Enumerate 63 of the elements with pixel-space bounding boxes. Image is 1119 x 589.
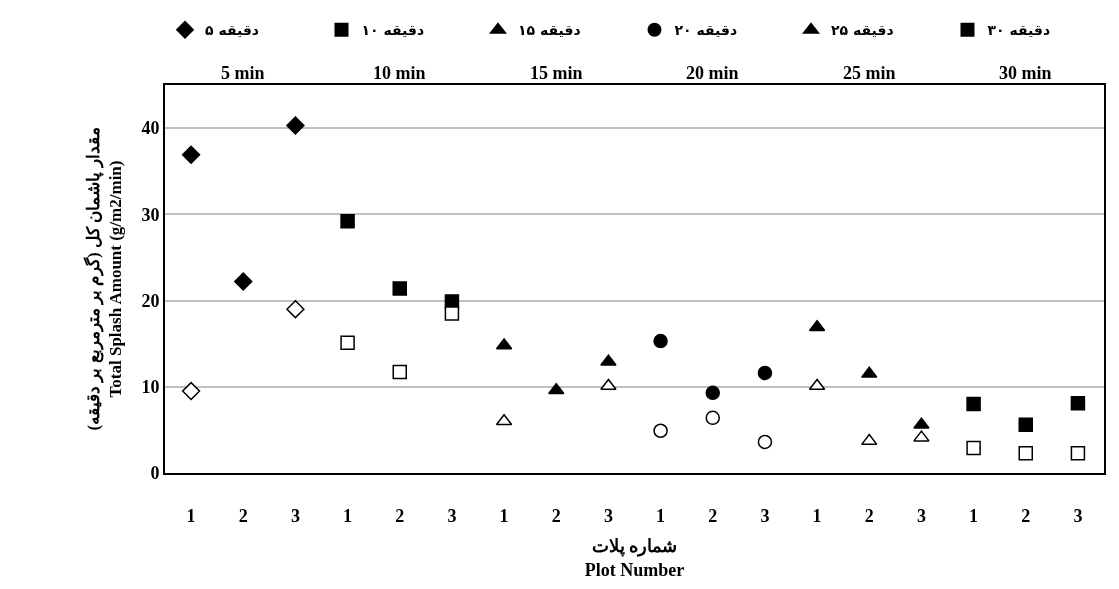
point	[181, 145, 201, 165]
point	[1018, 417, 1033, 432]
point	[392, 364, 407, 380]
x-tick-label: 3	[760, 505, 770, 526]
y-tick-label: 30	[141, 204, 160, 225]
legend-label: ۲۵ دقیقه	[831, 22, 894, 39]
point	[181, 381, 201, 401]
x-tick-label: 1	[812, 505, 822, 526]
x-tick-label: 1	[343, 505, 353, 526]
point	[966, 396, 981, 412]
x-tick-label: 2	[864, 505, 874, 526]
point	[913, 430, 930, 442]
point	[1018, 445, 1033, 461]
point	[600, 378, 617, 390]
point	[966, 440, 981, 456]
point	[444, 306, 460, 321]
x-tick-label: 3	[1073, 505, 1083, 526]
point	[1070, 445, 1086, 461]
point	[234, 272, 253, 291]
point	[392, 281, 407, 296]
x-tick-label: 1	[969, 505, 979, 526]
point	[547, 382, 565, 395]
x-tick-label: 2	[395, 505, 405, 526]
y-tick-label: 10	[141, 377, 160, 398]
x-tick-label: 2	[238, 505, 248, 526]
point	[340, 335, 355, 351]
x-tick-label: 2	[551, 505, 561, 526]
point	[653, 423, 668, 438]
y-tick-label: 40	[141, 118, 160, 139]
text: 5 min	[221, 63, 265, 83]
y-tick-label: 0	[150, 463, 160, 484]
legend-label: ۱۰ دقیقه	[361, 22, 425, 39]
x-tick-label: 3	[290, 505, 300, 526]
x-tick-label: 3	[447, 505, 457, 526]
legend-label: ۲۰ دقیقه	[674, 22, 738, 39]
x-tick-label: 1	[499, 505, 509, 526]
legend-label: ۳۰ دقیقه	[987, 22, 1051, 39]
point	[913, 417, 930, 429]
point	[705, 385, 720, 401]
y-tick-label: 20	[141, 290, 160, 311]
legend-label: ۵ دقیقه	[205, 22, 260, 39]
text: 10 min	[373, 63, 426, 83]
point	[600, 354, 617, 366]
point	[705, 410, 720, 426]
text: 30 min	[999, 63, 1052, 83]
point	[286, 116, 305, 135]
point	[653, 333, 668, 349]
x-tick-label: 3	[603, 505, 613, 526]
point	[757, 434, 773, 450]
point	[860, 433, 878, 446]
text: 20 min	[686, 63, 739, 83]
point	[1070, 395, 1086, 411]
legend-label: ۱۵ دقیقه	[518, 22, 581, 39]
text: 25 min	[843, 63, 896, 83]
x-tick-label: 1	[186, 505, 196, 526]
x-tick-label: 2	[708, 505, 718, 526]
x-tick-label: 2	[1021, 505, 1031, 526]
point	[286, 299, 305, 319]
text: 15 min	[530, 63, 583, 83]
x-tick-label: 1	[656, 505, 666, 526]
point	[757, 365, 773, 381]
x-tick-label: 3	[916, 505, 926, 526]
point	[340, 213, 355, 229]
